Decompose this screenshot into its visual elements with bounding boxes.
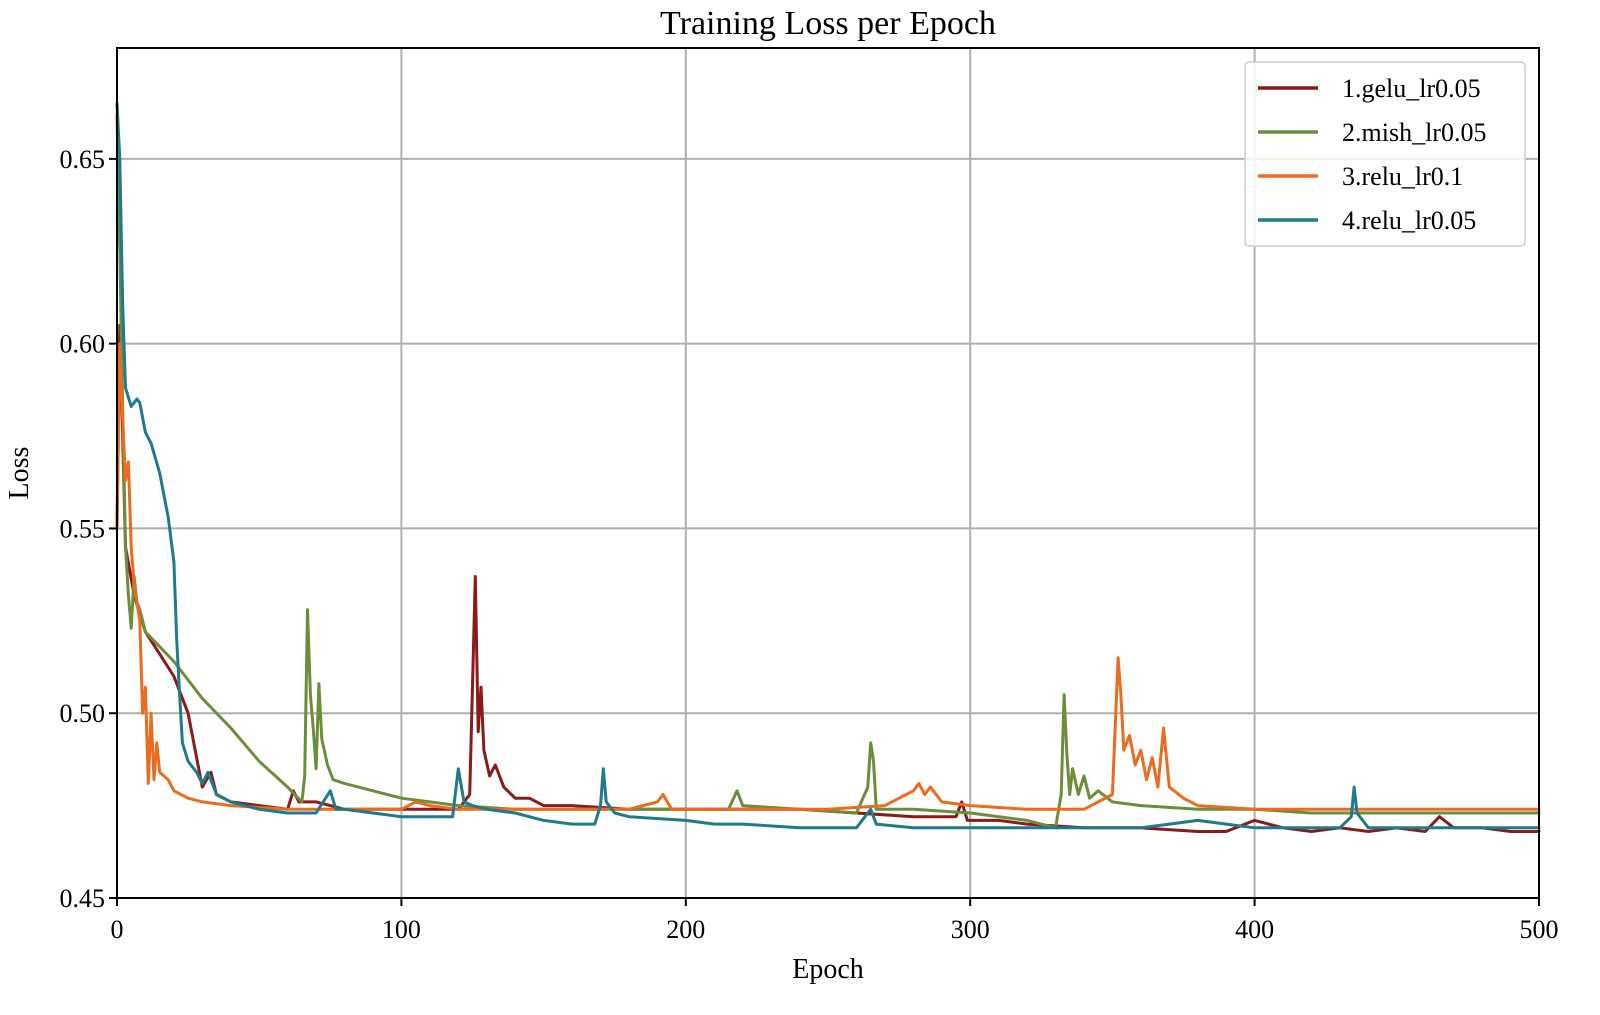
x-tick-label: 0 [111,915,124,944]
series-line-1 [115,323,1541,833]
y-tick-label: 0.50 [60,699,106,728]
series-line-4 [115,101,1541,830]
legend-label-2: 2.mish_lr0.05 [1342,118,1486,147]
x-tick-label: 300 [951,915,990,944]
legend-label-1: 1.gelu_lr0.05 [1342,74,1481,103]
legend: 1.gelu_lr0.05 2.mish_lr0.05 3.relu_lr0.1 4.… [1244,61,1526,247]
chart-title: Training Loss per Epoch [660,5,996,42]
x-tick-label: 100 [382,915,421,944]
y-tick-label: 0.55 [60,514,106,543]
series-lines [115,101,1541,833]
legend-box [1244,61,1526,247]
legend-label-4: 4.relu_lr0.05 [1342,206,1476,235]
y-tick-label: 0.45 [60,884,106,913]
x-tick-label: 500 [1520,915,1559,944]
x-axis-label: Epoch [792,954,864,985]
series-line-3 [115,342,1541,811]
axis-ticks: 0 100 200 300 400 500 0.45 0.50 0.55 0.60 0.65 [60,145,1559,944]
legend-label-3: 3.relu_lr0.1 [1342,162,1463,191]
y-axis-label: Loss [4,447,35,500]
x-tick-label: 200 [666,915,705,944]
y-tick-label: 0.60 [60,330,106,359]
x-tick-label: 400 [1235,915,1274,944]
plot-frame [116,47,1540,899]
y-tick-label: 0.65 [60,145,106,174]
